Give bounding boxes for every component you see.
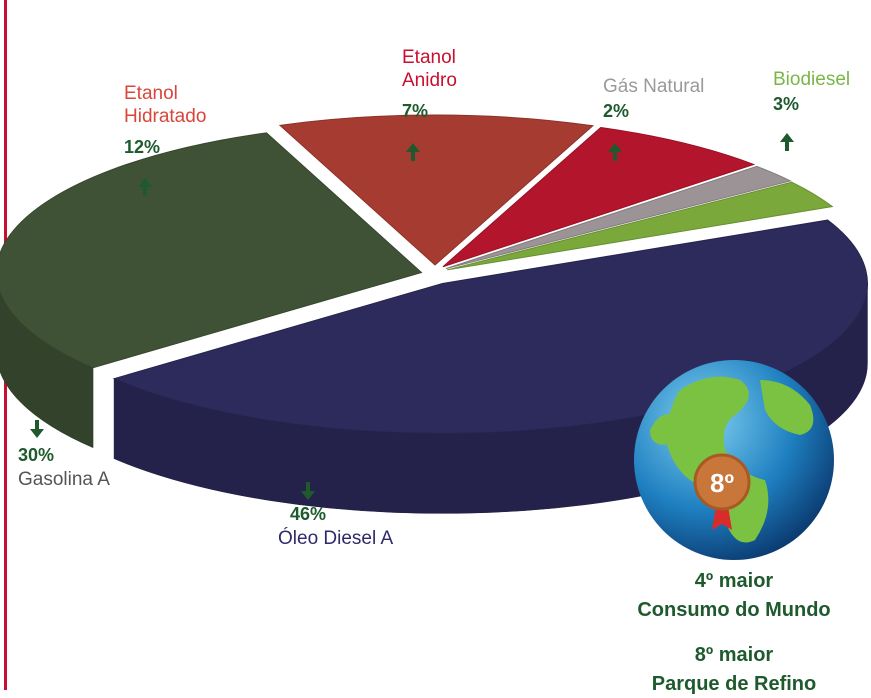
- globe: [634, 360, 834, 560]
- arrow: [608, 143, 622, 161]
- annotation: Consumo do Mundo: [637, 599, 830, 621]
- category-label: Etanol Hidratado: [124, 83, 206, 127]
- value-label: 30%: [18, 445, 54, 465]
- category-label: Gasolina A: [18, 469, 110, 490]
- category-label: Gás Natural: [603, 76, 704, 97]
- value-label: 12%: [124, 137, 160, 157]
- annotation: Parque de Refino: [652, 673, 816, 695]
- annotation: 8º maior: [695, 644, 774, 666]
- arrow: [406, 143, 420, 161]
- pie-slice: [445, 165, 792, 270]
- pie-slice: [446, 181, 834, 271]
- value-label: 3%: [773, 94, 799, 114]
- category-label: Etanol Anidro: [402, 47, 457, 91]
- category-label: Óleo Diesel A: [278, 527, 393, 549]
- value-label: 7%: [402, 101, 428, 121]
- annotations: Óleo Diesel A 46% Gasolina A 30% Etanol Hidra…: [18, 47, 850, 695]
- pie-slice: [0, 132, 423, 369]
- annotation: 4º maior: [695, 570, 774, 592]
- arrow: [780, 133, 794, 151]
- pie-slice: [442, 126, 756, 268]
- arrow: [30, 420, 44, 438]
- arrow: [138, 178, 152, 196]
- arrow: [301, 482, 315, 500]
- category-label: Biodiesel: [773, 69, 850, 90]
- value-label: 46%: [290, 504, 326, 524]
- pie-slice: [278, 114, 595, 266]
- value-label: 2%: [603, 101, 629, 121]
- medal-text: 8º: [710, 468, 734, 498]
